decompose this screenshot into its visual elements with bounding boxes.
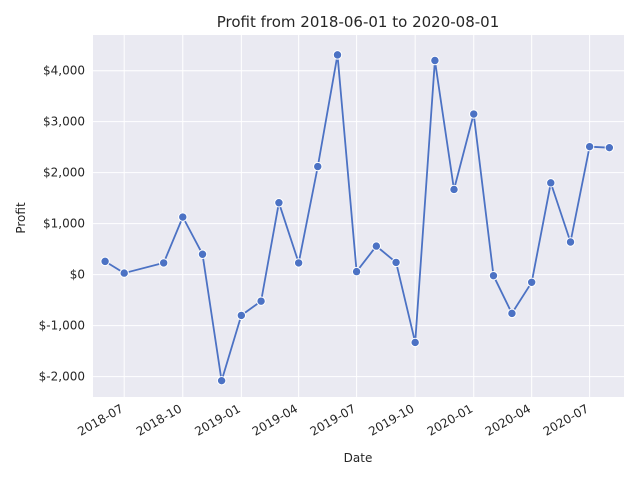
x-tick-label: 2020-07 — [541, 401, 591, 438]
series-line — [104, 54, 610, 382]
data-point — [546, 178, 556, 188]
data-point — [604, 142, 615, 153]
y-tick-label: $0 — [70, 268, 85, 282]
data-point — [351, 266, 362, 277]
x-tick-labels: 2018-07 2018-10 2019-01 2019-04 2019-07 2019-… — [75, 401, 591, 438]
y-tick-label: $-1,000 — [39, 319, 85, 333]
x-tick-label: 2019-10 — [366, 401, 416, 438]
data-point — [488, 270, 499, 281]
data-point — [449, 184, 459, 195]
data-point — [274, 198, 284, 208]
data-point — [293, 258, 304, 268]
data-point — [332, 50, 343, 60]
x-tick-label: 2018-10 — [134, 401, 184, 438]
data-point — [256, 296, 266, 306]
data-point — [565, 237, 576, 247]
x-tick-label: 2019-04 — [250, 401, 300, 438]
x-axis-label: Date — [344, 451, 373, 465]
y-tick-label: $-2,000 — [39, 370, 85, 384]
data-point — [100, 256, 110, 267]
data-point — [178, 212, 188, 222]
x-tick-label: 2019-07 — [308, 401, 358, 438]
data-point — [584, 141, 595, 152]
x-tick-label: 2018-07 — [75, 401, 125, 438]
data-point — [197, 249, 208, 259]
y-tick-label: $2,000 — [43, 166, 85, 180]
data-point — [236, 310, 247, 321]
data-point — [313, 161, 323, 172]
data-point — [216, 375, 227, 386]
y-tick-label: $1,000 — [43, 217, 85, 231]
x-tick-label: 2020-01 — [425, 401, 475, 438]
y-tick-label: $3,000 — [43, 115, 85, 129]
data-point — [371, 241, 382, 251]
data-point — [526, 277, 537, 287]
data-markers — [100, 50, 615, 386]
data-point — [507, 308, 517, 319]
x-tick-label: 2020-04 — [483, 401, 533, 438]
data-point — [119, 268, 129, 278]
series-line-layer — [104, 54, 610, 382]
data-point — [391, 257, 401, 268]
chart-title: Profit from 2018-06-01 to 2020-08-01 — [217, 13, 500, 31]
y-tick-label: $4,000 — [43, 64, 85, 78]
data-point — [430, 55, 440, 66]
data-point — [410, 337, 420, 348]
data-point — [469, 109, 479, 119]
y-axis-label: Profit — [14, 202, 28, 234]
x-tick-label: 2019-01 — [192, 401, 242, 438]
y-tick-labels: $-2,000 $-1,000 $0 $1,000 $2,000 $3,000 $4,000 — [39, 64, 85, 384]
data-point — [158, 258, 169, 268]
